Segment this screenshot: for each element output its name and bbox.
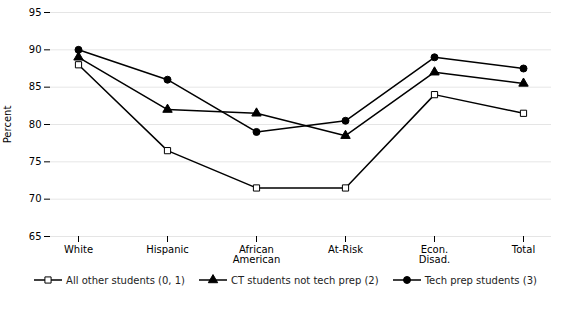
svg-text:At-Risk: At-Risk	[328, 244, 363, 255]
svg-text:70: 70	[29, 193, 42, 204]
html-text:All other students (0, 1): All other students (0, 1)	[66, 274, 185, 286]
html-text:Tech prep students (3): Tech prep students (3)	[424, 274, 537, 286]
svg-text:Econ.Disad.: Econ.Disad.	[419, 244, 450, 265]
svg-text:80: 80	[29, 119, 42, 130]
svg-text:Total: Total	[511, 244, 535, 255]
svg-text:Hispanic: Hispanic	[146, 244, 189, 255]
svg-text:Percent: Percent	[2, 106, 13, 144]
svg-text:90: 90	[29, 44, 42, 55]
svg-text:95: 95	[29, 7, 42, 18]
svg-text:65: 65	[29, 231, 42, 242]
svg-text:85: 85	[29, 81, 42, 92]
svg-text:75: 75	[29, 156, 42, 167]
svg-text:AfricanAmerican: AfricanAmerican	[233, 244, 281, 265]
svg-text:White: White	[64, 244, 93, 255]
html-text:CT students not tech prep (2): CT students not tech prep (2)	[231, 274, 379, 286]
